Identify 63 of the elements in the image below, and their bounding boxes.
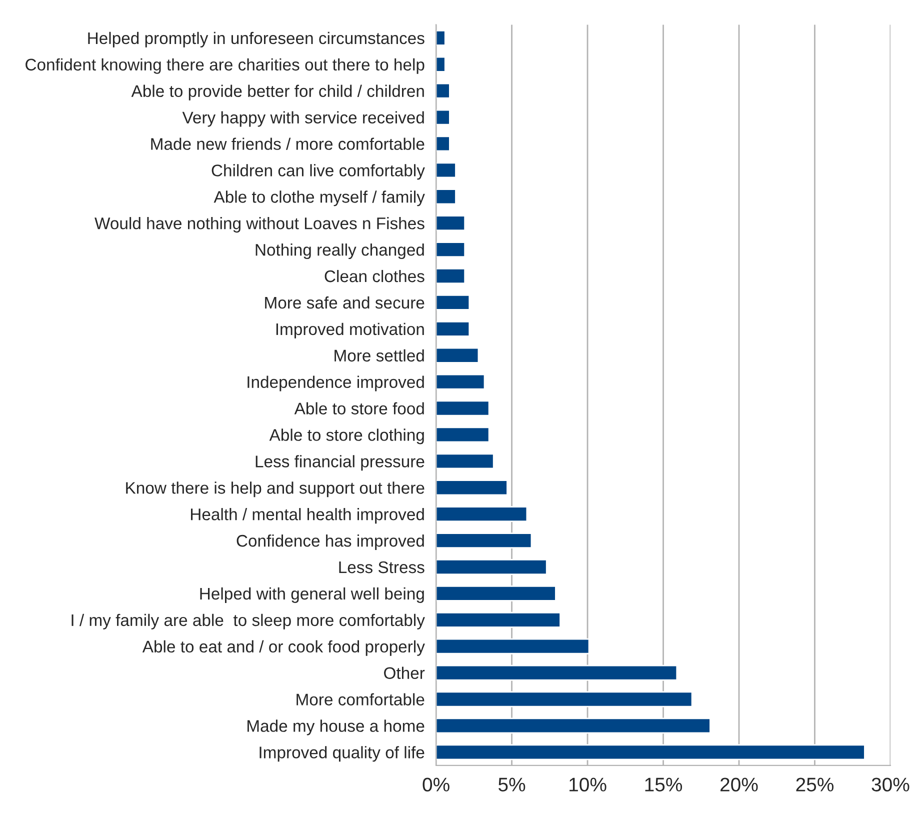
y-tick-label: Know there is help and support out there [126, 482, 424, 498]
y-tick-label: Able to eat and / or cook food properly [142, 640, 425, 656]
bar [436, 162, 456, 178]
x-tick-label: 20% [720, 778, 758, 792]
bar [436, 56, 446, 72]
y-tick-label: More safe and secure [265, 296, 424, 309]
bar [436, 347, 480, 364]
bar [436, 506, 528, 522]
bar [436, 268, 466, 284]
bar [436, 320, 470, 337]
y-tick-label: Confident knowing there are charities out there to help [26, 58, 424, 74]
bar [436, 400, 490, 416]
y-tick-label: Able to store food [294, 402, 424, 414]
y-tick-label: Less financial pressure [256, 455, 424, 471]
y-tick-label: Made my house a home [248, 720, 424, 736]
y-tick-label: Improved quality of life [260, 746, 424, 762]
y-tick-label: Children can live comfortably [212, 164, 425, 180]
bar [436, 744, 866, 760]
bar [436, 664, 678, 681]
bar [436, 426, 490, 443]
x-tick-label: 5% [498, 778, 526, 792]
x-tick-label: 15% [645, 778, 682, 792]
bar [436, 215, 466, 232]
y-tick-label: Able to clothe myself / family [214, 190, 425, 206]
x-tick-label: 30% [872, 778, 910, 792]
y-tick-label: Helped with general well being [200, 587, 424, 603]
bar [436, 136, 450, 152]
y-tick-label: Less Stress [339, 561, 424, 574]
bar [436, 82, 450, 99]
bar [436, 480, 508, 496]
y-tick-label: More comfortable [296, 693, 424, 706]
bar [436, 559, 548, 575]
y-tick-label: Confidence has improved [236, 534, 424, 550]
bar [436, 585, 556, 602]
bar [436, 638, 590, 654]
y-tick-label: Nothing really changed [256, 244, 424, 260]
bar [436, 30, 446, 46]
y-tick-label: Independence improved [248, 376, 424, 392]
y-tick-label: Able to store clothing [269, 428, 424, 444]
bar [436, 691, 693, 708]
y-tick-label: More settled [334, 349, 424, 362]
bar [436, 242, 466, 258]
y-tick-label: Able to provide better for child / children [131, 84, 424, 100]
x-tick-label: 10% [570, 778, 606, 792]
bar [436, 532, 532, 549]
y-tick-label: Other [384, 666, 425, 680]
bar [436, 294, 470, 310]
y-tick-label: Health / mental health improved [191, 508, 424, 524]
x-tick-label: 25% [796, 778, 834, 792]
y-tick-label: Improved motivation [276, 322, 424, 338]
y-tick-label: Made new friends / more comfortable [151, 138, 424, 150]
bar [436, 188, 456, 205]
bar [436, 109, 450, 126]
bar [436, 718, 711, 734]
y-tick-label: Clean clothes [324, 270, 424, 282]
y-tick-label: I / my family are able to sleep more comfortably [72, 614, 425, 630]
y-tick-label: Helped promptly in unforeseen circumstances [88, 32, 424, 48]
bar [436, 612, 561, 628]
bar [436, 374, 486, 390]
y-tick-label: Very happy with service received [182, 111, 424, 127]
y-tick-label: Would have nothing without Loaves n Fishes [94, 217, 424, 233]
bar [436, 453, 494, 470]
x-tick-label: 0% [422, 778, 450, 792]
